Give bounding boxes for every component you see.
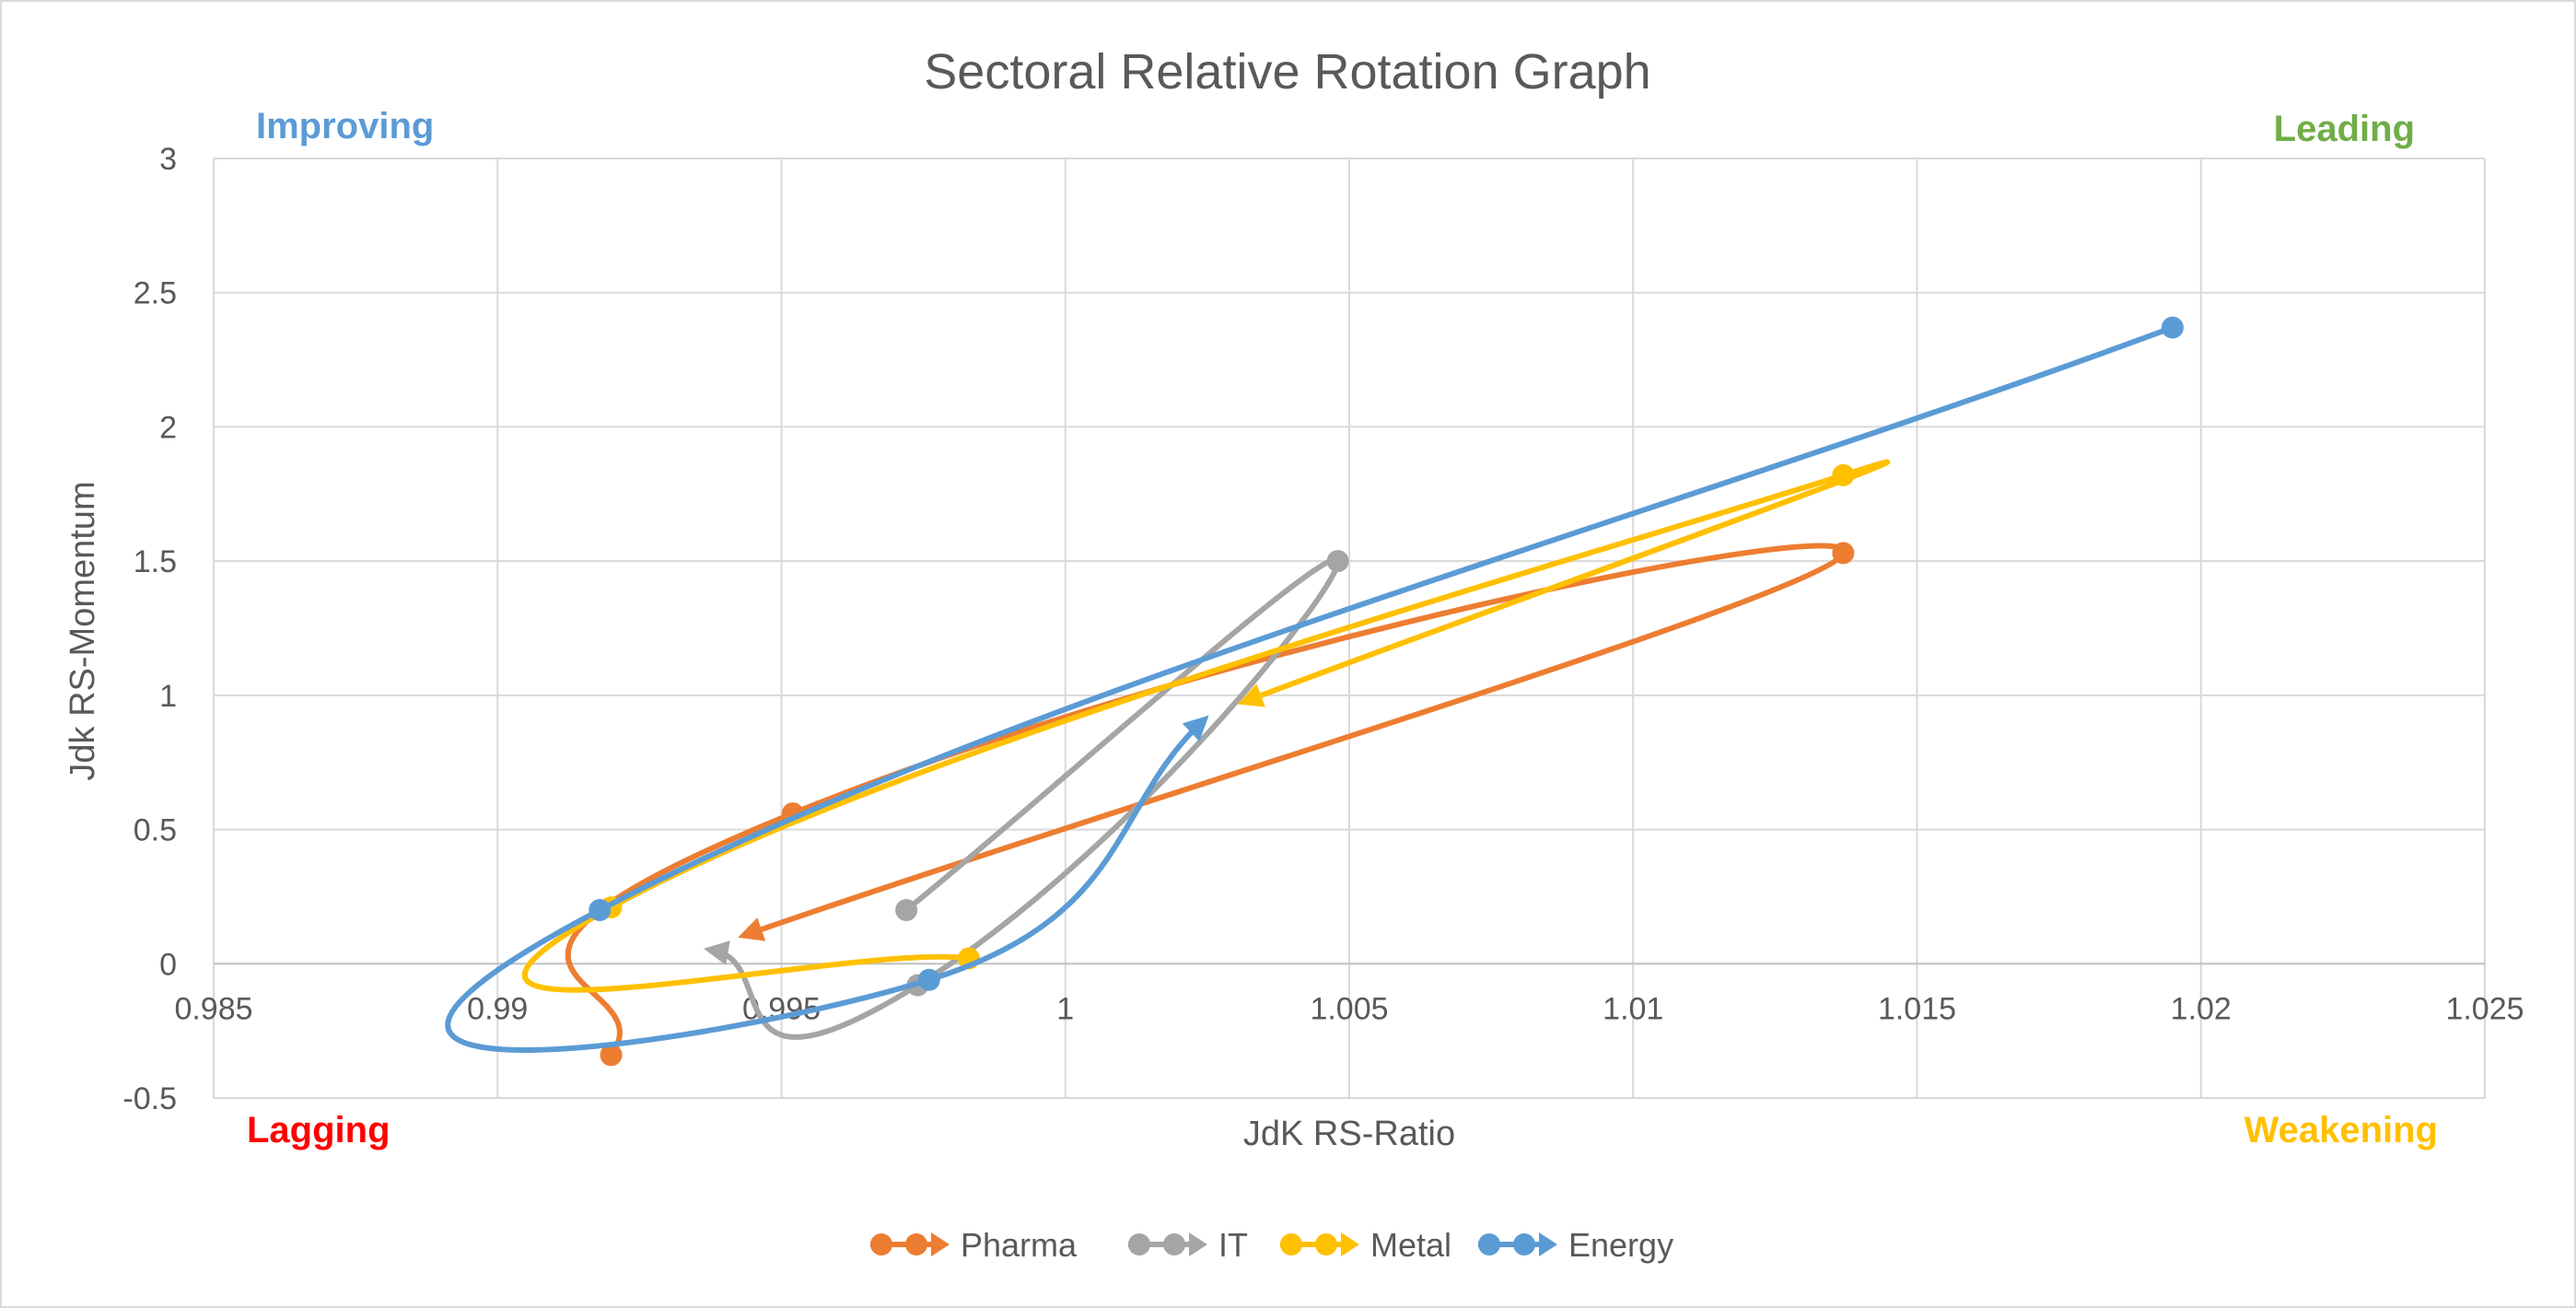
legend-marker [1280, 1233, 1302, 1255]
legend-marker [1478, 1233, 1500, 1255]
legend-arrow [1189, 1232, 1207, 1256]
x-axis-label: JdK RS-Ratio [1243, 1115, 1455, 1153]
legend-marker [1128, 1233, 1150, 1255]
legend-marker [1315, 1233, 1337, 1255]
data-point [1832, 463, 1855, 486]
legend-marker [905, 1233, 927, 1255]
x-tick-label: 0.985 [174, 991, 252, 1026]
chart-title: Sectoral Relative Rotation Graph [924, 44, 1650, 99]
data-point [600, 1044, 623, 1067]
legend-arrow [1539, 1232, 1557, 1256]
y-tick-label: 1 [159, 679, 177, 714]
legend-label: Pharma [961, 1226, 1078, 1264]
x-tick-label: 1 [1056, 991, 1074, 1026]
tick-labels: 0.985 0.99 0.995 1 1.005 1.01 1.015 1.02 1.025-0… [122, 142, 2524, 1116]
quadrant-label-improving: Improving [256, 106, 434, 146]
series-line-energy [445, 324, 2174, 1053]
y-tick-label: 0 [159, 947, 177, 982]
x-tick-label: 1.02 [2171, 991, 2232, 1026]
quadrant-label-lagging: Lagging [247, 1110, 390, 1150]
y-tick-label: 0.5 [134, 813, 177, 848]
legend-item-metal: Metal [1280, 1226, 1451, 1264]
data-point [1326, 550, 1349, 573]
y-tick-label: 1.5 [134, 544, 177, 579]
data-point [589, 899, 612, 921]
legend-arrow [1341, 1232, 1359, 1256]
legend-marker [870, 1233, 892, 1255]
legend-item-pharma: Pharma [870, 1226, 1078, 1264]
grid [213, 158, 2486, 1099]
legend-item-it: IT [1128, 1226, 1248, 1264]
data-point [917, 968, 940, 991]
legend-label: IT [1218, 1226, 1248, 1264]
data-point [1832, 542, 1855, 565]
data-point [2161, 316, 2184, 339]
legend-item-energy: Energy [1478, 1226, 1673, 1264]
quadrant-label-weakening: Weakening [2244, 1110, 2438, 1150]
y-tick-label: 2 [159, 410, 177, 445]
series-energy [445, 316, 2184, 1053]
data-point [895, 899, 918, 921]
legend-marker [1163, 1233, 1185, 1255]
legend: Pharma IT Metal Energy [870, 1226, 1673, 1264]
x-tick-label: 0.99 [467, 991, 528, 1026]
x-tick-label: 1.025 [2445, 991, 2524, 1026]
legend-arrow [931, 1232, 950, 1256]
series-line-it [703, 556, 1341, 1040]
y-tick-label: 3 [159, 142, 177, 177]
y-tick-label: 2.5 [134, 276, 177, 311]
legend-marker [1513, 1233, 1535, 1255]
series-layer [445, 316, 2184, 1067]
legend-label: Energy [1568, 1226, 1673, 1264]
series-line-metal [521, 459, 1891, 993]
x-tick-label: 1.005 [1310, 991, 1388, 1026]
quadrant-label-leading: Leading [2274, 109, 2415, 149]
x-tick-label: 1.015 [1878, 991, 1956, 1026]
legend-label: Metal [1370, 1226, 1451, 1264]
x-tick-label: 1.01 [1603, 991, 1663, 1026]
y-tick-label: -0.5 [122, 1081, 177, 1116]
y-axis-label: Jdk RS-Momentum [64, 481, 102, 780]
